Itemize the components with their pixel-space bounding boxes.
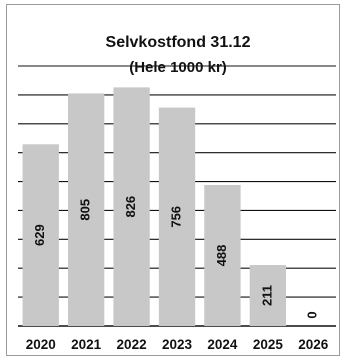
bar-2021 [67, 93, 105, 326]
bar-2020 [22, 144, 59, 326]
value-label-2026: 0 [305, 311, 320, 318]
chart-title: Selvkostfond 31.12 [106, 34, 251, 51]
x-tick-2023: 2023 [162, 337, 193, 352]
bars [22, 87, 287, 326]
value-labels: 629 805 826 756 488 211 0 [32, 196, 320, 319]
x-tick-2025: 2025 [253, 337, 284, 352]
value-label-2024: 488 [214, 245, 229, 267]
x-tick-2022: 2022 [117, 337, 147, 352]
chart-subtitle: (Hele 1000 kr) [129, 59, 227, 76]
value-label-2023: 756 [168, 206, 183, 228]
value-label-2020: 629 [32, 224, 47, 246]
bar-2025 [249, 265, 287, 326]
bar-2023 [158, 107, 196, 326]
x-tick-2021: 2021 [71, 337, 102, 352]
value-label-2025: 211 [259, 285, 274, 306]
x-tick-labels: 2020 2021 2022 2023 2024 2025 2026 [26, 337, 329, 352]
x-tick-2020: 2020 [26, 337, 56, 352]
bar-2022 [113, 87, 150, 326]
bar-2024 [204, 185, 241, 326]
value-label-2021: 805 [78, 199, 93, 221]
x-tick-2026: 2026 [298, 337, 329, 352]
x-tick-2024: 2024 [207, 337, 238, 352]
value-label-2022: 826 [123, 196, 138, 218]
